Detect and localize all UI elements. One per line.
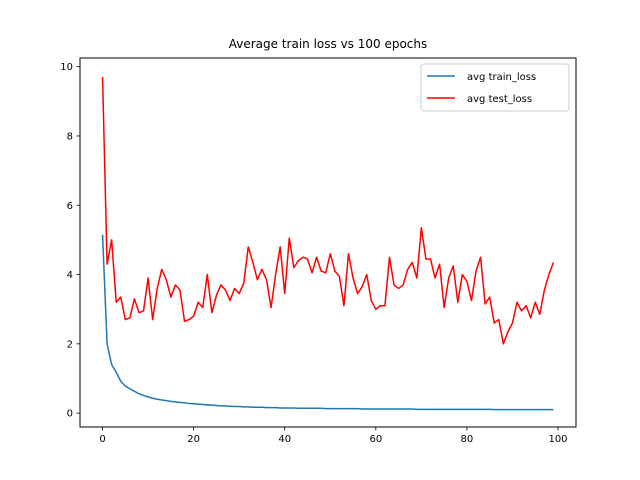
- legend-label: avg test_loss: [467, 94, 532, 105]
- series-line-test-loss: [101, 77, 555, 345]
- legend-label: avg train_loss: [467, 72, 536, 83]
- plot-content: [101, 77, 555, 411]
- x-tick-label: 100: [548, 434, 567, 445]
- y-tick-label: 0: [67, 409, 73, 420]
- x-tick-label: 0: [99, 434, 105, 445]
- axis-ticks: 0 20 40 60 80 100 0 2 4 6 8 10: [60, 62, 567, 445]
- chart-title: Average train loss vs 100 epochs: [229, 37, 428, 51]
- x-tick-label: 80: [461, 434, 474, 445]
- x-tick-label: 60: [369, 434, 382, 445]
- y-tick-label: 4: [67, 270, 73, 281]
- y-tick-label: 6: [67, 201, 73, 212]
- y-tick-label: 8: [67, 131, 73, 142]
- series-line-train-loss: [101, 234, 554, 411]
- legend-box: [420, 63, 570, 112]
- x-tick-label: 40: [278, 434, 291, 445]
- axes-frame: [79, 57, 577, 428]
- y-tick-label: 2: [67, 339, 73, 350]
- y-tick-label: 10: [60, 62, 73, 73]
- x-tick-label: 20: [187, 434, 200, 445]
